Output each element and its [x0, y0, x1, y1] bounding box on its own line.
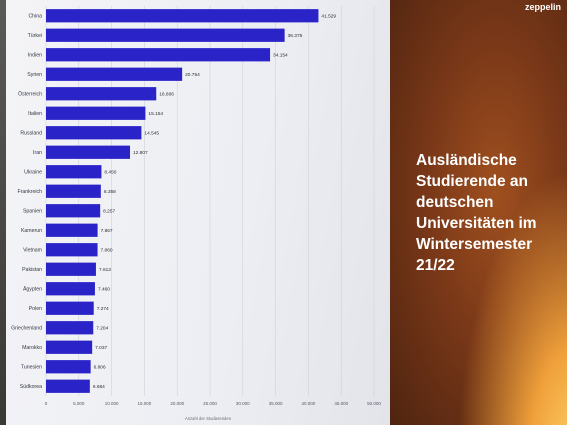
bar [46, 262, 96, 276]
headline-line: Universitäten im [416, 215, 537, 232]
value-label: 7.613 [99, 267, 111, 273]
value-label: 6.806 [94, 365, 106, 371]
bar [46, 9, 319, 23]
bar [46, 301, 94, 315]
bar [46, 340, 93, 354]
headline-line: Studierende an [416, 173, 528, 190]
grid-lines [45, 6, 375, 396]
bar [46, 67, 183, 81]
category-label: Italien [28, 111, 42, 117]
value-label: 8.450 [104, 170, 116, 176]
value-label: 7.037 [95, 345, 107, 351]
chart-panel: China Türkei Indien Syrien Österreich Italien… [6, 0, 390, 425]
headline-line: Wintersemester [416, 236, 533, 253]
bar [46, 87, 157, 101]
screen-edge [0, 0, 6, 425]
category-label: Ukraine [24, 170, 42, 176]
value-label: 34.154 [273, 53, 288, 59]
bar [46, 379, 90, 393]
x-axis-title: Anzahl der Studierenden [185, 416, 232, 421]
bar [46, 204, 101, 218]
bar [46, 126, 142, 140]
value-label: 12.807 [133, 150, 148, 156]
headline-line: deutschen [416, 194, 494, 211]
category-label: Österreich [18, 91, 42, 98]
category-label: Griechenland [11, 326, 42, 332]
value-label: 7.204 [96, 326, 108, 332]
value-label: 14.545 [144, 131, 159, 137]
category-label: Polen [29, 306, 42, 312]
x-tick-label: 20.000 [170, 401, 184, 406]
bar [46, 145, 131, 159]
category-label: China [28, 14, 42, 20]
category-label: Indien [28, 53, 42, 59]
x-axis-ticks: 0 5.000 10.000 15.000 20.000 25.000 30.000 35.0… [45, 401, 382, 406]
value-label: 8.358 [104, 189, 116, 195]
value-label: 36.375 [288, 33, 303, 39]
bar [46, 243, 98, 257]
category-label: Marokko [22, 345, 42, 351]
category-label: Kamerun [21, 228, 42, 234]
value-label: 8.257 [103, 209, 115, 215]
value-label: 7.460 [98, 287, 110, 293]
category-label: Iran [33, 150, 42, 156]
category-label: Ägypten [23, 286, 42, 293]
title-panel: zeppelin Ausländische Studierende an deu… [390, 0, 567, 425]
x-tick-label: 50.000 [367, 401, 381, 406]
value-label: 7.860 [101, 248, 113, 254]
x-tick-label: 0 [45, 401, 48, 406]
value-label: 20.754 [185, 72, 200, 78]
x-tick-label: 15.000 [138, 401, 152, 406]
x-tick-label: 10.000 [105, 401, 119, 406]
x-tick-label: 40.000 [302, 401, 316, 406]
value-label: 7.274 [97, 306, 109, 312]
bar [46, 184, 101, 198]
x-tick-label: 5.000 [73, 401, 85, 406]
category-label: Russland [20, 131, 42, 137]
category-labels: China Türkei Indien Syrien Österreich Italien… [11, 14, 42, 390]
brand-logo: zeppelin [524, 2, 561, 12]
value-label: 41.529 [321, 14, 336, 20]
bar [46, 165, 102, 179]
bar [46, 223, 98, 237]
bar [46, 321, 94, 335]
category-label: Frankreich [17, 189, 42, 195]
category-label: Spanien [23, 209, 42, 215]
headline-line: 21/22 [416, 257, 455, 274]
category-label: Südkorea [20, 384, 42, 390]
bar [46, 48, 271, 62]
bars [46, 9, 319, 393]
value-label: 16.806 [159, 92, 174, 98]
bar-chart: China Türkei Indien Syrien Österreich Italien… [11, 6, 382, 421]
bar [46, 28, 285, 42]
value-label: 7.867 [101, 228, 113, 234]
category-label: Syrien [27, 72, 42, 78]
value-label: 6.684 [93, 384, 105, 390]
value-labels: 41.529 36.375 34.154 20.754 16.806 15.154 14.5… [93, 14, 337, 390]
bar [46, 282, 95, 296]
x-tick-label: 25.000 [203, 401, 217, 406]
x-tick-label: 30.000 [236, 401, 250, 406]
bar [46, 106, 146, 120]
bar [46, 360, 91, 374]
value-label: 15.154 [148, 111, 163, 117]
category-label: Tunesien [21, 365, 42, 371]
category-label: Türkei [28, 33, 42, 39]
slide-headline: Ausländische Studierende an deutschen Un… [416, 150, 564, 276]
category-label: Vietnam [23, 248, 42, 254]
x-tick-label: 45.000 [334, 401, 348, 406]
x-tick-label: 35.000 [269, 401, 283, 406]
category-label: Pakistan [22, 267, 42, 273]
headline-line: Ausländische [416, 152, 517, 169]
